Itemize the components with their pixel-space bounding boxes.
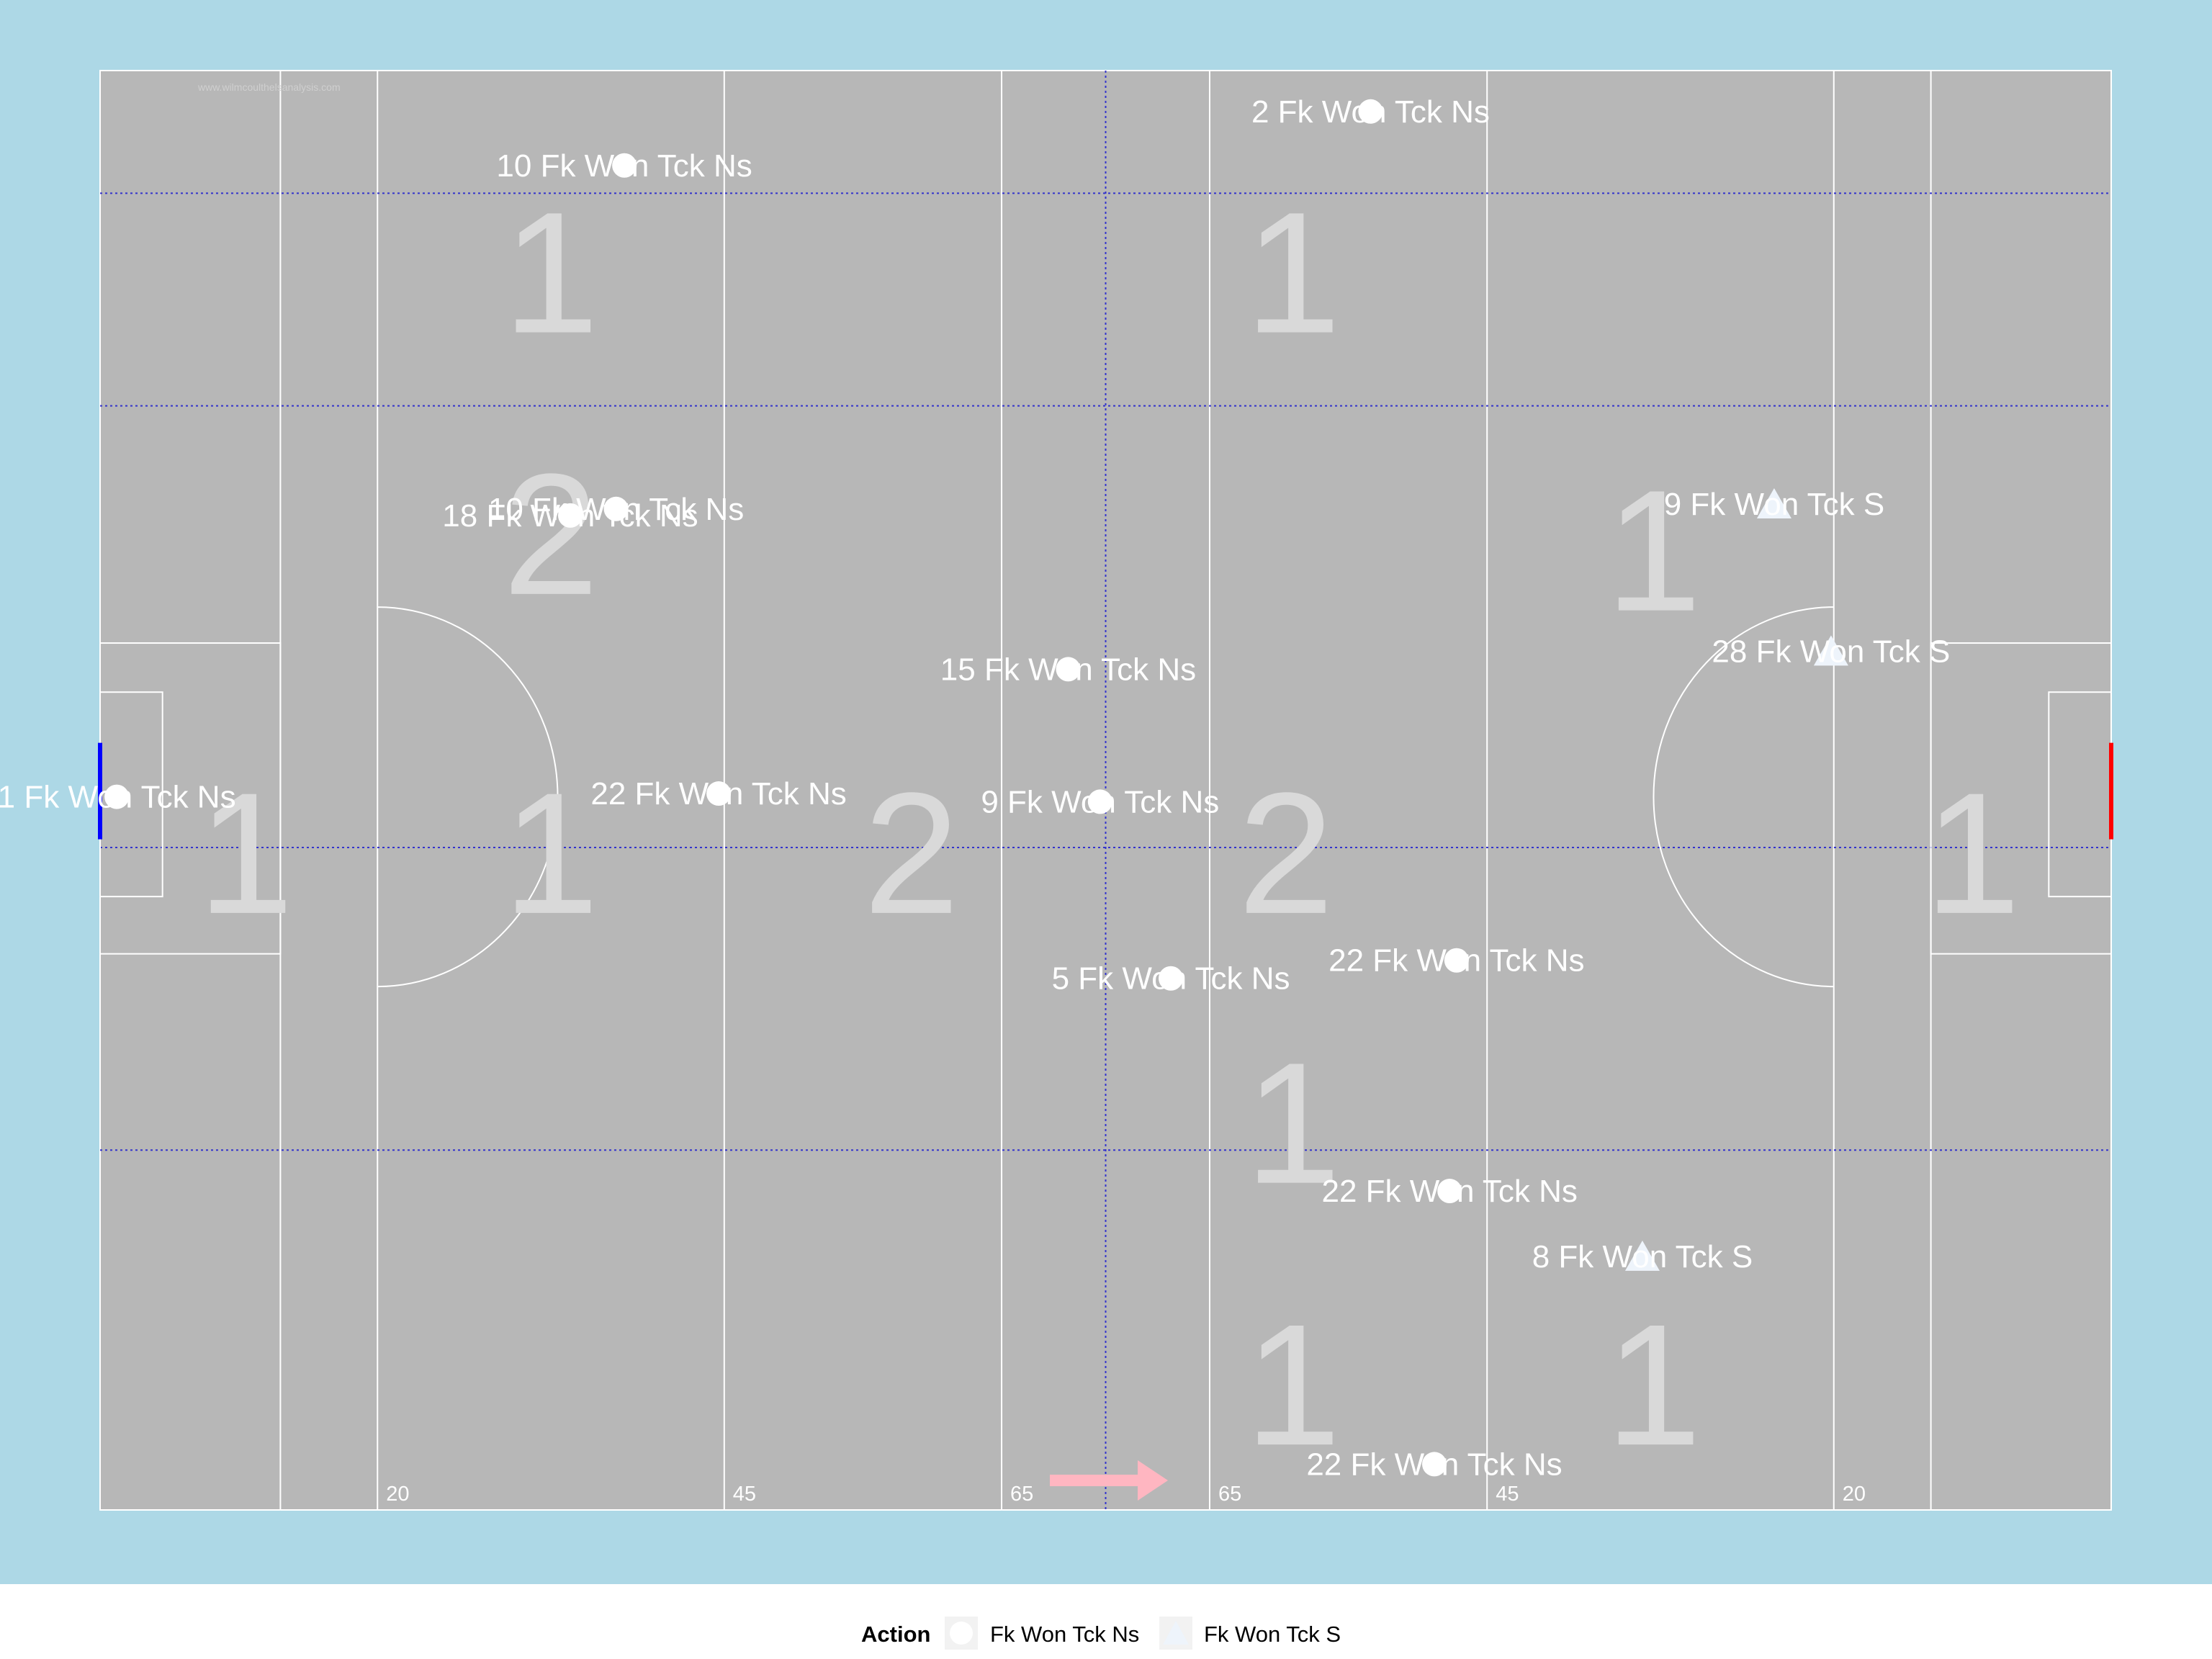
point-label: 15 Fk Won Tck Ns	[940, 652, 1196, 687]
zone-number: 1	[1245, 1027, 1341, 1220]
watermark-text: www.wilmcoulthelsanalysis.com	[197, 81, 341, 93]
point-marker	[104, 784, 130, 809]
left-semicircle	[377, 606, 558, 988]
zone-number: 2	[503, 438, 598, 631]
zone-number: 1	[1245, 176, 1341, 369]
point-marker	[1756, 487, 1791, 518]
distance-label: 45	[733, 1483, 756, 1506]
point-marker	[1159, 966, 1184, 991]
point-marker	[1813, 635, 1848, 666]
point-label: 22 Fk Won Tck Ns	[1322, 1174, 1578, 1209]
point-marker	[1444, 948, 1469, 973]
point-marker	[557, 503, 583, 528]
distance-label: 20	[1843, 1483, 1866, 1506]
zone-number: 2	[863, 757, 959, 950]
action-points: 1 Fk Won Tck Ns 2 Fk Won Tck Ns 5 Fk Won T…	[0, 94, 1950, 1483]
arrow-head	[1138, 1460, 1168, 1501]
point-marker	[1358, 99, 1383, 124]
point-label: 9 Fk Won Tck S	[1664, 487, 1884, 522]
point-marker	[1437, 1179, 1462, 1204]
distance-label: 65	[1010, 1483, 1033, 1506]
point-label: 28 Fk Won Tck S	[1712, 634, 1950, 669]
point-label: 22 Fk Won Tck Ns	[1328, 943, 1584, 979]
distance-label: 20	[386, 1483, 409, 1506]
zone-number: 1	[1606, 1288, 1701, 1481]
legend-title: Action	[861, 1622, 930, 1647]
zone-numbers: 1 1 2 1 1 1 2 2 1 1 1 1	[198, 176, 2021, 1481]
zone-number: 2	[1238, 757, 1334, 950]
attack-direction-arrow	[1050, 1460, 1168, 1501]
legend-entry-s: Fk Won Tck S	[1204, 1622, 1341, 1647]
point-marker	[1087, 789, 1112, 814]
point-label: 9 Fk Won Tck Ns	[981, 784, 1219, 819]
point-label: 2 Fk Won Tck Ns	[1251, 94, 1490, 130]
point-label: 10 Fk Won Tck Ns	[496, 148, 752, 184]
legend-entry-ns: Fk Won Tck Ns	[990, 1622, 1139, 1647]
distance-label: 45	[1496, 1483, 1519, 1506]
zone-number: 1	[1245, 1288, 1341, 1481]
point-marker	[612, 153, 637, 178]
legend-key-circle-icon	[950, 1622, 973, 1645]
point-label: 22 Fk Won Tck Ns	[1306, 1447, 1562, 1482]
legend-key-triangle-icon	[1163, 1621, 1189, 1645]
right-semicircle	[1653, 606, 1834, 988]
distance-label: 65	[1218, 1483, 1241, 1506]
point-label: 10 Fk Won Tck Ns	[488, 492, 744, 527]
pitch-surface	[99, 70, 2112, 1511]
distance-labels: 20 45 65 65 45 20	[386, 1483, 1866, 1506]
point-marker	[706, 781, 732, 806]
point-marker	[1056, 657, 1081, 682]
zone-number: 1	[198, 757, 294, 950]
point-label: 1 Fk Won Tck Ns	[0, 780, 236, 815]
legend-background	[0, 1584, 2212, 1659]
point-marker	[603, 496, 629, 521]
point-label: 22 Fk Won Tck Ns	[590, 776, 846, 811]
point-label: 18 Fk Won Tck Ns	[442, 498, 698, 534]
point-label: 5 Fk Won Tck Ns	[1052, 961, 1290, 997]
point-marker	[1624, 1240, 1660, 1271]
point-marker	[1422, 1452, 1447, 1477]
zone-number: 1	[503, 176, 598, 369]
zone-number: 1	[503, 757, 598, 950]
zone-number: 1	[1606, 454, 1701, 647]
legend: Action Fk Won Tck Ns Fk Won Tck S	[861, 1617, 1341, 1650]
zone-number: 1	[1925, 757, 2020, 950]
point-label: 8 Fk Won Tck S	[1532, 1239, 1753, 1274]
